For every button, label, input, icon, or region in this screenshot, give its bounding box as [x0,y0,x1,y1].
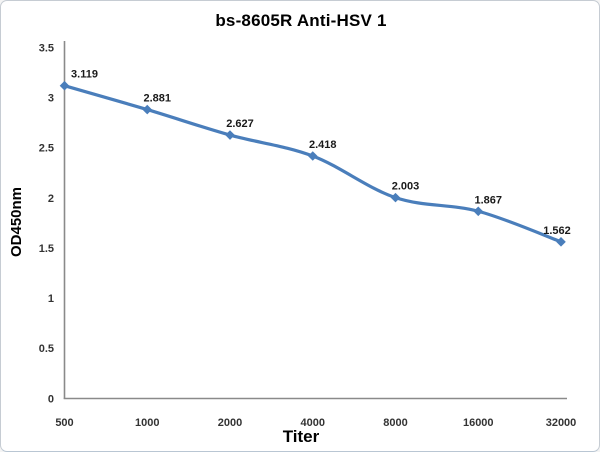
data-point-marker [307,151,318,161]
y-tick-label: 0 [48,393,54,405]
data-point-marker [142,104,153,115]
y-tick-label: 1.5 [39,243,54,255]
x-tick-label: 2000 [218,417,242,429]
y-tick-label: 0.5 [39,343,54,355]
x-tick-label: 500 [55,417,73,429]
data-point-label: 2.881 [143,93,171,105]
data-point-label: 3.119 [71,69,98,81]
y-tick-label: 3 [48,92,54,104]
data-point-marker [556,237,566,247]
data-point-label: 1.867 [474,194,502,206]
y-tick-label: 1 [48,293,54,305]
data-point-label: 2.418 [309,139,337,151]
data-point-label: 2.627 [226,118,254,130]
y-tick-label: 2.5 [39,143,54,155]
x-tick-label: 32000 [546,417,577,429]
x-tick-label: 1000 [135,417,159,429]
series-line [62,84,563,244]
x-tick-label: 16000 [463,417,494,429]
data-point-marker [390,192,401,203]
data-point-marker [225,130,235,140]
x-axis-title: Titer [282,427,320,446]
x-tick-label: 4000 [301,417,325,429]
data-point-label: 1.562 [543,225,571,237]
y-tick-label: 2 [48,193,54,205]
data-point-label: 2.003 [392,181,420,193]
y-tick-label: 3.5 [39,42,54,54]
chart-title: bs-8605R Anti-HSV 1 [215,11,387,30]
data-point-marker [473,206,484,217]
x-tick-label: 8000 [383,417,407,429]
data-point-marker [59,80,70,91]
